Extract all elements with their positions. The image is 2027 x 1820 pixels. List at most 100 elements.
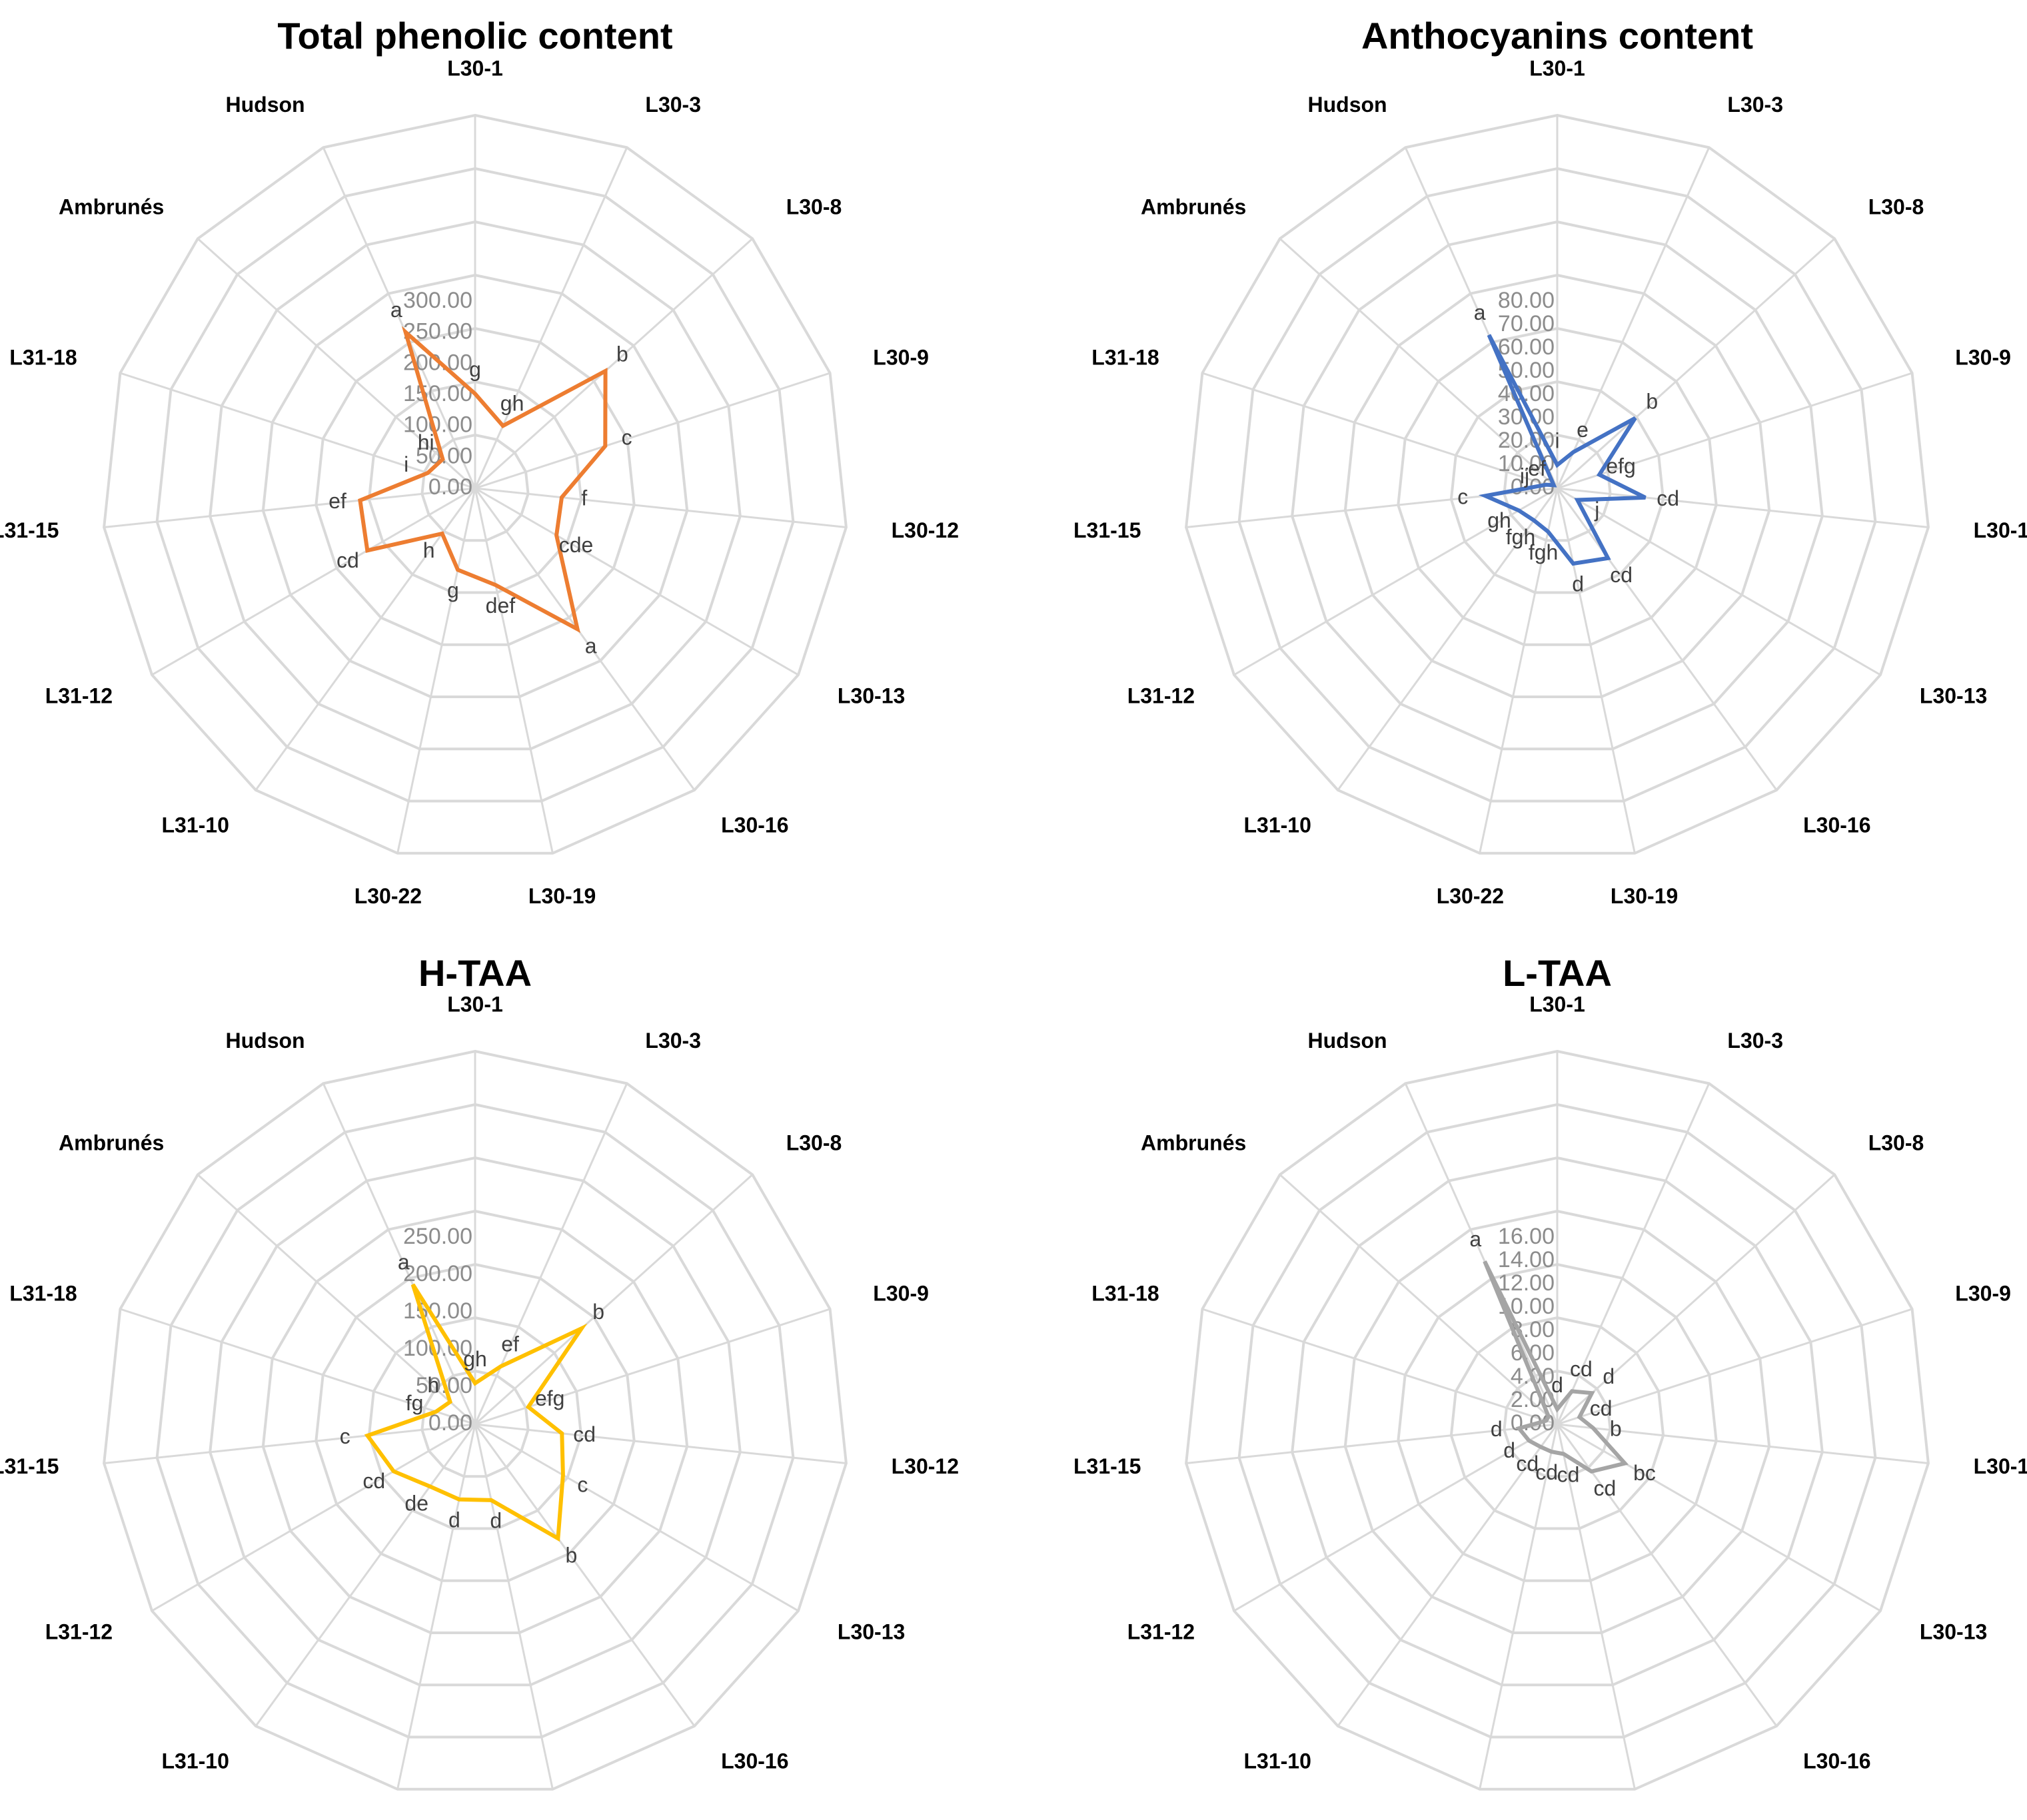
grid-spoke xyxy=(151,1423,476,1612)
significance-letter: gh xyxy=(500,392,524,416)
category-label: L31-12 xyxy=(45,1619,113,1643)
significance-letter: a xyxy=(1469,1227,1481,1251)
grid-rings xyxy=(1185,1049,1930,1791)
grid-spoke xyxy=(1201,1308,1558,1426)
category-label: L31-15 xyxy=(0,518,59,542)
significance-letter: cd xyxy=(1590,1396,1613,1420)
category-label: L31-10 xyxy=(162,1749,229,1773)
significance-letter: ij xyxy=(1520,464,1529,488)
tick-label: 100.00 xyxy=(403,412,472,438)
series-line xyxy=(1478,334,1647,566)
category-label: L30-19 xyxy=(528,884,596,908)
grid-ring xyxy=(420,433,530,542)
grid-spoke xyxy=(474,1423,799,1612)
grid-spoke xyxy=(396,1424,476,1790)
significance-letter: j xyxy=(1594,498,1599,522)
category-label: L30-13 xyxy=(1920,1619,1987,1643)
category-label: Ambrunés xyxy=(1141,1131,1246,1154)
category-label: L30-16 xyxy=(721,813,788,837)
tick-label: 0.00 xyxy=(428,1410,472,1436)
tick-label: 300.00 xyxy=(403,288,472,313)
significance-letter: ef xyxy=(329,489,346,513)
grid-spoke xyxy=(1556,488,1778,791)
tick-label: 12.00 xyxy=(1498,1270,1555,1296)
significance-letter: cd xyxy=(1516,1452,1539,1476)
grid-ring xyxy=(1397,1262,1718,1582)
significance-letter: g xyxy=(469,358,481,382)
significance-letter: d xyxy=(1603,1364,1615,1388)
grid-spoke xyxy=(474,147,628,489)
category-label: L30-3 xyxy=(1727,93,1783,117)
significance-letter: c xyxy=(577,1473,588,1497)
category-label: L31-10 xyxy=(162,813,229,837)
significance-letter: d xyxy=(448,1508,460,1532)
grid-ring xyxy=(367,380,583,594)
grid-spoke xyxy=(255,1424,476,1727)
significance-letter: i xyxy=(1555,428,1559,452)
grid-rings xyxy=(103,1049,848,1791)
grid-spoke xyxy=(1557,487,1881,676)
significance-letter: b xyxy=(616,342,628,366)
category-label: L30-3 xyxy=(1727,1029,1783,1053)
chart-title: H-TAA xyxy=(418,952,532,994)
series-line xyxy=(1483,1260,1629,1474)
grid-spoke xyxy=(1279,1174,1559,1426)
significance-letter: cd xyxy=(1557,1462,1580,1486)
category-label: L30-8 xyxy=(1868,1131,1924,1154)
grid-spoke xyxy=(474,487,799,676)
significance-letter: d xyxy=(1551,1373,1563,1397)
grid-spoke xyxy=(474,488,696,791)
grid-ring xyxy=(367,1316,583,1530)
category-label: L30-12 xyxy=(1974,518,2027,542)
category-label: L30-12 xyxy=(892,518,959,542)
grid-spoke xyxy=(474,1308,831,1426)
significance-letter: gh xyxy=(1487,508,1511,532)
grid-ring xyxy=(155,167,795,803)
grid-spoke xyxy=(474,487,847,528)
grid-spoke xyxy=(396,488,476,854)
grid-spoke xyxy=(1337,1424,1559,1727)
grid-ring xyxy=(1291,1156,1824,1687)
grid-spoke xyxy=(103,1423,476,1464)
category-label: Hudson xyxy=(226,1029,305,1053)
grid-spoke xyxy=(474,1424,696,1727)
significance-letter: e xyxy=(1577,418,1589,442)
significance-letter: cd xyxy=(362,1469,385,1493)
significance-letter: def xyxy=(486,594,516,618)
significance-letter: d xyxy=(490,1509,502,1533)
grid-ring xyxy=(155,1103,795,1739)
significance-letter: cde xyxy=(559,533,594,557)
grid-spoke xyxy=(1557,1423,1881,1612)
category-label: L30-16 xyxy=(1803,813,1870,837)
category-label: L30-1 xyxy=(447,992,503,1016)
grid-spoke xyxy=(474,372,831,490)
grid-rings xyxy=(103,113,848,855)
significance-letter: a xyxy=(390,298,402,322)
category-label: L31-18 xyxy=(9,345,77,369)
significance-letter: a xyxy=(1474,300,1486,324)
grid-spoke xyxy=(1479,488,1559,854)
grid-spoke xyxy=(474,238,754,490)
grid-spoke xyxy=(1233,487,1558,676)
significance-letter: cd xyxy=(1610,563,1633,587)
significance-letter: hi xyxy=(418,430,434,454)
grid-ring xyxy=(1449,380,1665,594)
significance-letter: b xyxy=(592,1300,604,1324)
category-label: L31-12 xyxy=(1127,683,1195,707)
grid-spoke xyxy=(1557,372,1913,490)
category-label: L31-18 xyxy=(9,1281,77,1305)
significance-letter: cd xyxy=(1570,1357,1593,1381)
category-label: L30-8 xyxy=(1868,195,1924,219)
significance-letter: cd xyxy=(1535,1460,1558,1484)
significance-letter: ef xyxy=(1528,456,1546,480)
chart-title: L-TAA xyxy=(1503,952,1612,994)
significance-letter: a xyxy=(585,634,597,658)
tick-label: 150.00 xyxy=(403,1298,472,1324)
category-label: L30-9 xyxy=(1955,1281,2011,1305)
tick-label: 150.00 xyxy=(403,381,472,406)
grid-ring xyxy=(1397,326,1718,646)
grid-spoke xyxy=(1337,488,1559,791)
category-label: L31-15 xyxy=(0,1454,59,1478)
grid-spoke xyxy=(1556,238,1836,490)
grid-ring xyxy=(1185,113,1930,855)
